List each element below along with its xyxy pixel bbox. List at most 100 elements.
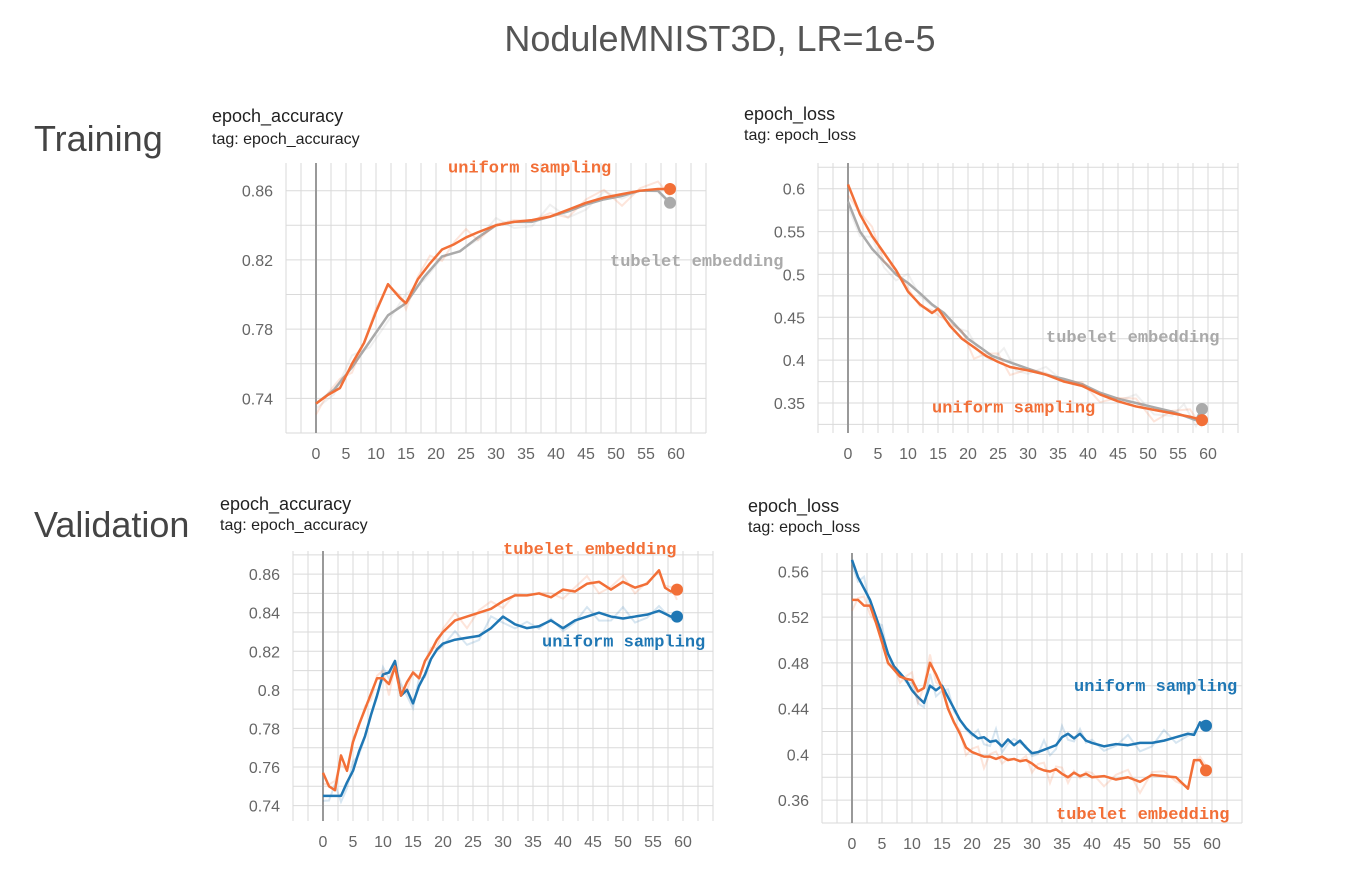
- series-end-marker: [1200, 719, 1212, 732]
- y-tick-label: 0.74: [249, 799, 280, 816]
- x-tick-label: 25: [464, 834, 482, 851]
- x-tick-label: 50: [607, 446, 625, 463]
- x-tick-label: 35: [524, 834, 542, 851]
- series-line-orange: [315, 187, 670, 405]
- x-tick-label: 35: [517, 446, 535, 463]
- series-end-marker: [664, 182, 676, 195]
- y-tick-label: 0.78: [249, 721, 280, 738]
- chart-tag: tag: epoch_loss: [744, 127, 857, 144]
- y-tick-label: 0.56: [778, 564, 809, 581]
- series-annotation: uniform sampling: [448, 160, 611, 179]
- y-tick-label: 0.86: [249, 567, 280, 584]
- chart-val_acc: 0 5 10 15 20 25 30 35 40 45 50 55 60 0.74 0.76 0.78 0.8 0…: [249, 541, 714, 851]
- series-annotation: tubelet embedding: [1056, 806, 1229, 825]
- x-tick-label: 45: [1113, 836, 1131, 853]
- x-tick-label: 15: [404, 834, 422, 851]
- series-line-orange: [321, 569, 678, 792]
- y-tick-label: 0.45: [774, 310, 805, 327]
- x-tick-label: 0: [844, 446, 853, 463]
- series-end-marker: [671, 583, 683, 596]
- y-tick-label: 0.52: [778, 610, 809, 627]
- x-tick-label: 20: [434, 834, 452, 851]
- x-tick-label: 30: [487, 446, 505, 463]
- x-tick-label: 40: [1079, 446, 1097, 463]
- series-line-gray: [846, 201, 1204, 422]
- series-line-orange: [852, 598, 1208, 790]
- series-raw-gray: [315, 189, 671, 410]
- chart-title: epoch_loss: [744, 104, 836, 124]
- x-tick-label: 20: [963, 836, 981, 853]
- x-tick-label: 15: [929, 446, 947, 463]
- y-tick-label: 0.76: [249, 760, 280, 777]
- x-tick-label: 25: [989, 446, 1007, 463]
- y-tick-label: 0.82: [249, 644, 280, 661]
- series-end-marker: [1196, 403, 1208, 415]
- series-raw-blue: [851, 564, 1207, 758]
- x-tick-label: 35: [1049, 446, 1067, 463]
- x-tick-label: 40: [1083, 836, 1101, 853]
- x-tick-label: 25: [993, 836, 1011, 853]
- series-annotation: uniform sampling: [1074, 678, 1237, 697]
- row-label-training: Training: [34, 118, 163, 159]
- x-tick-label: 20: [959, 446, 977, 463]
- series-line-blue: [850, 559, 1207, 755]
- x-tick-label: 60: [1199, 446, 1217, 463]
- y-tick-label: 0.6: [783, 182, 805, 199]
- x-tick-label: 55: [1173, 836, 1191, 853]
- x-tick-label: 45: [1109, 446, 1127, 463]
- x-tick-label: 45: [577, 446, 595, 463]
- x-tick-label: 60: [674, 834, 692, 851]
- x-tick-label: 20: [427, 446, 445, 463]
- x-tick-label: 50: [1139, 446, 1157, 463]
- x-tick-label: 30: [1023, 836, 1041, 853]
- x-tick-label: 10: [903, 836, 921, 853]
- chart-tag: tag: epoch_loss: [748, 519, 861, 536]
- chart-title: epoch_loss: [748, 496, 840, 516]
- chart-val_loss: 0 5 10 15 20 25 30 35 40 45 50 55 60 0.36 0.4 0.44 0.48 0…: [778, 553, 1243, 853]
- x-tick-label: 5: [874, 446, 883, 463]
- x-tick-label: 10: [367, 446, 385, 463]
- x-tick-label: 5: [878, 836, 887, 853]
- x-tick-label: 55: [644, 834, 662, 851]
- series-annotation: uniform sampling: [932, 399, 1095, 418]
- chart-train_acc: 0 5 10 15 20 25 30 35 40 45 50 55 60 0.74 0.78 0.82 0.86…: [242, 160, 784, 463]
- series-end-marker: [664, 196, 676, 209]
- series-raw-orange: [851, 595, 1207, 795]
- series-end-marker: [1196, 414, 1208, 427]
- chart-train_loss: 0 5 10 15 20 25 30 35 40 45 50 55 60 0.35 0.4 0.45 0.5 0.…: [774, 163, 1239, 463]
- x-tick-label: 50: [1143, 836, 1161, 853]
- y-tick-label: 0.4: [783, 353, 805, 370]
- x-tick-label: 55: [1169, 446, 1187, 463]
- chart-title: epoch_accuracy: [220, 494, 352, 514]
- x-tick-label: 30: [494, 834, 512, 851]
- series-raw-gray: [847, 206, 1203, 429]
- x-tick-label: 60: [667, 446, 685, 463]
- x-tick-label: 5: [342, 446, 351, 463]
- x-tick-label: 15: [933, 836, 951, 853]
- y-tick-label: 0.35: [774, 396, 805, 413]
- y-tick-label: 0.4: [787, 747, 809, 764]
- y-tick-label: 0.5: [783, 267, 805, 284]
- x-tick-label: 25: [457, 446, 475, 463]
- x-tick-label: 50: [614, 834, 632, 851]
- y-tick-label: 0.36: [778, 793, 809, 810]
- chart-tag: tag: epoch_accuracy: [220, 517, 368, 534]
- chart-title: epoch_accuracy: [212, 106, 344, 126]
- series-raw-orange: [847, 194, 1203, 428]
- x-tick-label: 45: [584, 834, 602, 851]
- x-tick-label: 40: [554, 834, 572, 851]
- series-raw-orange: [315, 180, 671, 415]
- series-line-orange: [846, 183, 1203, 422]
- page-title: NoduleMNIST3D, LR=1e-5: [504, 18, 936, 59]
- x-tick-label: 15: [397, 446, 415, 463]
- series-annotation: tubelet embedding: [1046, 329, 1219, 348]
- y-tick-label: 0.44: [778, 702, 809, 719]
- series-end-marker: [1200, 764, 1212, 777]
- x-tick-label: 0: [848, 836, 857, 853]
- y-tick-label: 0.55: [774, 225, 805, 242]
- series-end-marker: [671, 610, 683, 623]
- series-annotation: tubelet embedding: [503, 541, 676, 560]
- y-tick-label: 0.48: [778, 656, 809, 673]
- x-tick-label: 35: [1053, 836, 1071, 853]
